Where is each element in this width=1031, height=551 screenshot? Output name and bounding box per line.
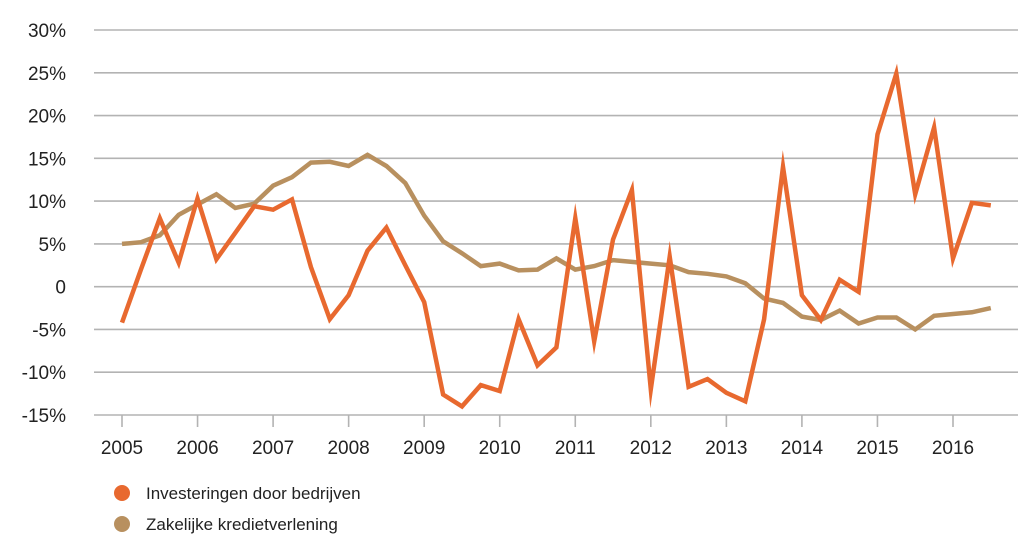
legend-label: Investeringen door bedrijven <box>146 484 361 503</box>
x-tick-label: 2008 <box>327 438 369 459</box>
y-tick-label: 20% <box>28 107 66 128</box>
legend-label: Zakelijke kredietverlening <box>146 515 338 534</box>
y-tick-label: -10% <box>22 363 66 384</box>
series-line <box>121 152 992 333</box>
y-tick-label: 15% <box>28 149 66 170</box>
x-tick-label: 2007 <box>252 438 294 459</box>
y-tick-label: 0 <box>55 278 66 299</box>
y-tick-label: 10% <box>28 192 66 213</box>
y-axis-ticks: 30% 25% 20% 15% 10% 5% 0 -5% -10% -15% <box>22 21 66 427</box>
series-lines <box>119 63 992 410</box>
x-tick-label: 2006 <box>176 438 218 459</box>
legend: Investeringen door bedrijven Zakelijke kr… <box>114 484 361 534</box>
series-line <box>119 63 992 410</box>
y-tick-label: 25% <box>28 64 66 85</box>
y-tick-label: -15% <box>22 406 66 427</box>
x-tick-label: 2013 <box>705 438 747 459</box>
legend-marker <box>114 516 130 532</box>
gridlines <box>94 29 1018 416</box>
y-tick-label: 5% <box>39 235 67 256</box>
y-tick-label: 30% <box>28 21 66 42</box>
x-tick-label: 2011 <box>555 438 596 459</box>
x-tick-label: 2010 <box>479 438 521 459</box>
x-tick-label: 2009 <box>403 438 445 459</box>
x-tick-label: 2014 <box>781 438 824 459</box>
y-tick-label: -5% <box>32 320 66 341</box>
x-tick-label: 2012 <box>630 438 672 459</box>
legend-marker <box>114 485 130 501</box>
x-tick-label: 2016 <box>932 438 974 459</box>
x-axis-ticks: 2005 2006 2007 2008 2009 2010 2011 2012 2013 2014… <box>101 415 974 459</box>
x-tick-label: 2015 <box>856 438 898 459</box>
x-tick-label: 2005 <box>101 438 143 459</box>
